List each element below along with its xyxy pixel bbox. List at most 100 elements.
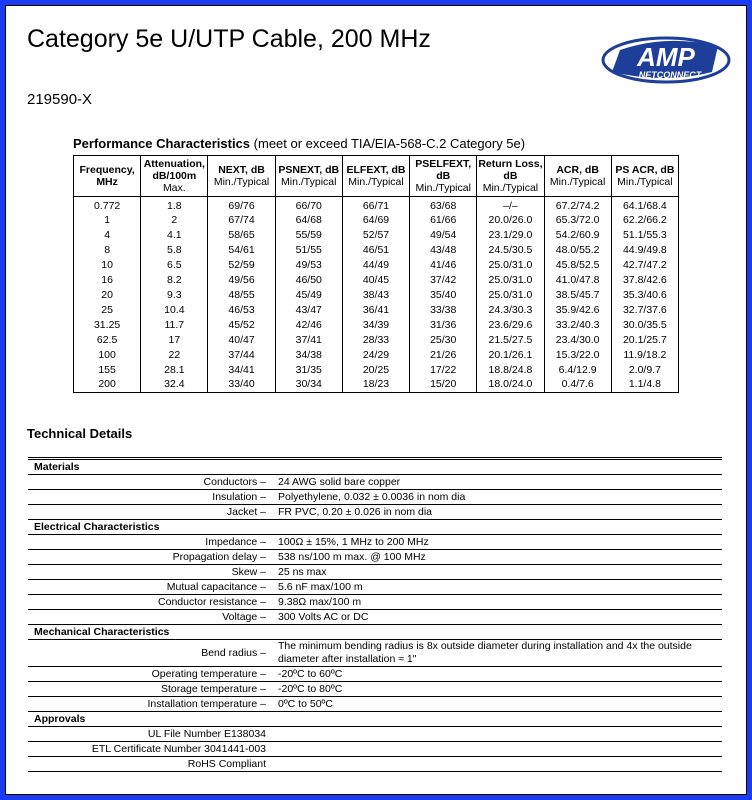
section-row: Electrical Characteristics [28, 519, 722, 535]
table-cell: 21/26 [409, 347, 478, 362]
table-cell: 1 [72, 212, 142, 227]
table-cell: 51.1/55.3 [610, 227, 680, 242]
table-cell: 22 [140, 347, 209, 362]
table-row: 100 22 37/44 34/38 24/29 21/26 20.1/26.1 15.3/2… [72, 347, 680, 362]
table-body: Materials Conductors –24 AWG solid bare c… [28, 458, 722, 772]
table-cell: 23.4/30.0 [543, 332, 612, 347]
table-cell: 28/33 [341, 332, 411, 347]
section-title: Materials [28, 458, 722, 475]
table-cell: 25.0/31.0 [476, 257, 545, 272]
table-row: 1 2 67/74 64/68 64/69 61/66 20.0/26.0 65.3/72.0… [72, 212, 680, 227]
detail-value [278, 756, 722, 772]
table-cell: 11.9/18.2 [610, 347, 680, 362]
column-header: Frequency, MHz [72, 155, 142, 197]
column-header: PSNEXT, dB Min./Typical [274, 155, 343, 197]
detail-row: Bend radius – The minimum bending radius … [28, 639, 722, 667]
table-row: 16 8.2 49/56 46/50 40/45 37/42 25.0/31.0 41.0/4… [72, 272, 680, 287]
detail-row: Propagation delay –538 ns/100 m max. @ 1… [28, 549, 722, 565]
detail-label: Insulation – [28, 489, 278, 505]
table-cell: 23.6/29.6 [476, 317, 545, 332]
table-cell: 5.8 [140, 242, 209, 257]
column-name: Frequency, MHz [79, 164, 135, 188]
detail-row: Conductors –24 AWG solid bare copper [28, 474, 722, 490]
table-cell: 44.9/49.8 [610, 242, 680, 257]
detail-value: 25 ns max [278, 564, 722, 580]
detail-row: Installation temperature –0ºC to 50ºC [28, 696, 722, 712]
table-cell: 65.3/72.0 [543, 212, 612, 227]
detail-label: Conductors – [28, 474, 278, 490]
detail-label: Propagation delay – [28, 549, 278, 565]
table-cell: 4.1 [140, 227, 209, 242]
part-number: 219590-X [27, 91, 93, 108]
table-cell: 35.3/40.6 [610, 287, 680, 302]
table-cell: 18/23 [341, 377, 411, 393]
column-sub: Max. [162, 182, 186, 194]
table-cell: 31/36 [409, 317, 478, 332]
column-sub: Min./Typical [348, 176, 404, 188]
table-cell: 52/59 [207, 257, 276, 272]
column-header: ACR, dB Min./Typical [543, 155, 612, 197]
detail-value: Polyethylene, 0.032 ± 0.0036 in nom dia [278, 489, 722, 505]
detail-label: Skew – [28, 564, 278, 580]
detail-label: Conductor resistance – [28, 594, 278, 610]
table-cell: 33.2/40.3 [543, 317, 612, 332]
title: Category 5e U/UTP Cable, 200 MHz [27, 25, 431, 53]
table-row: 25 10.4 46/53 43/47 36/41 33/38 24.3/30.3 35.9/… [72, 302, 680, 317]
detail-row: Voltage –300 Volts AC or DC [28, 609, 722, 625]
table-cell: 15/20 [409, 377, 478, 393]
column-name: Return Loss, dB [478, 158, 543, 182]
table-cell: 25 [72, 302, 142, 317]
table-cell: 25.0/31.0 [476, 287, 545, 302]
table-cell: 33/38 [409, 302, 478, 317]
table-cell: 100 [72, 347, 142, 362]
table-cell: 69/76 [207, 196, 276, 212]
detail-label: Bend radius – [28, 639, 278, 667]
column-header: ELFEXT, dB Min./Typical [341, 155, 411, 197]
table-cell: 61/66 [409, 212, 478, 227]
table-cell: 1.1/4.8 [610, 377, 680, 393]
table-row: 4 4.1 58/65 55/59 52/57 49/54 23.1/29.0 54.2/60… [72, 227, 680, 242]
table-cell: 52/57 [341, 227, 411, 242]
table-cell: 37/44 [207, 347, 276, 362]
table-body: 0.772 1.8 69/76 66/70 66/71 63/68 –/– 67.2/74.2… [72, 196, 680, 393]
table-cell: 46/53 [207, 302, 276, 317]
table-cell: 37.8/42.6 [610, 272, 680, 287]
detail-label: Installation temperature – [28, 696, 278, 712]
table-cell: 24.5/30.5 [476, 242, 545, 257]
table-cell: 49/54 [409, 227, 478, 242]
column-sub: Min./Typical [415, 182, 471, 194]
table-cell: 0.772 [72, 196, 142, 212]
table-cell: 31.25 [72, 317, 142, 332]
heading-text: Performance Characteristics [73, 136, 251, 151]
table-cell: 38.5/45.7 [543, 287, 612, 302]
column-sub: Min./Typical [213, 176, 270, 188]
logo-sub: NETCONNECT [639, 70, 703, 80]
table-cell: 58/65 [207, 227, 276, 242]
table-cell: 64.1/68.4 [610, 196, 680, 212]
table-row: 155 28.1 34/41 31/35 20/25 17/22 18.8/24.8 6.4/… [72, 362, 680, 377]
table-cell: 11.7 [140, 317, 209, 332]
detail-value: 538 ns/100 m max. @ 100 MHz [278, 549, 722, 565]
table-cell: 17/22 [409, 362, 478, 377]
column-sub: Min./Typical [549, 176, 606, 188]
table-cell: 48/55 [207, 287, 276, 302]
detail-label: Operating temperature – [28, 666, 278, 682]
table-cell: 24/29 [341, 347, 411, 362]
table-cell: 63/68 [409, 196, 478, 212]
table-cell: 40/45 [341, 272, 411, 287]
detail-label: Impedance – [28, 534, 278, 550]
table-cell: 0.4/7.6 [543, 377, 612, 393]
table-cell: 21.5/27.5 [476, 332, 545, 347]
table-cell: 42/46 [274, 317, 343, 332]
table-cell: 23.1/29.0 [476, 227, 545, 242]
section-heading: Performance Characteristics (meet or exc… [73, 136, 525, 151]
technical-table: Materials Conductors –24 AWG solid bare c… [28, 457, 722, 772]
table-cell: 45.8/52.5 [543, 257, 612, 272]
table-cell: 66/71 [341, 196, 411, 212]
detail-value: 100Ω ± 15%, 1 MHz to 200 MHz [278, 534, 722, 550]
table-cell: 24.3/30.3 [476, 302, 545, 317]
table-cell: 36/41 [341, 302, 411, 317]
column-name: PS ACR, dB [615, 164, 675, 176]
table-cell: 62.5 [72, 332, 142, 347]
